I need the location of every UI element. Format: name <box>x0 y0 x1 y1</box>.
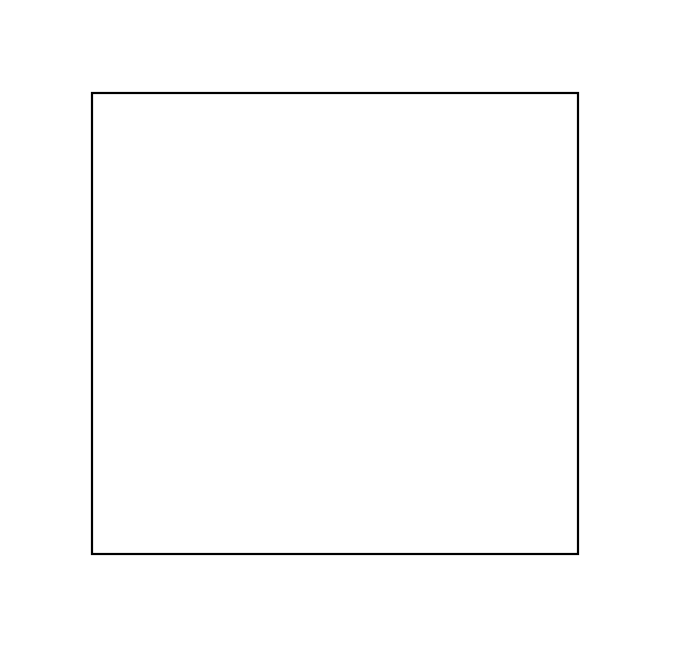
map-frame <box>90 91 580 556</box>
